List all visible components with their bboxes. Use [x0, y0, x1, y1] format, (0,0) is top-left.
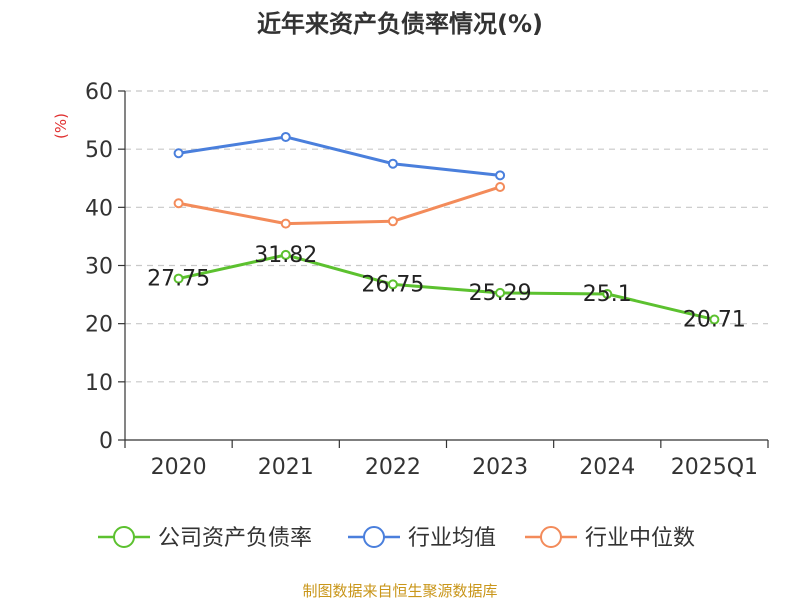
data-label-5: 20.71 [683, 308, 746, 333]
grid-lines [125, 90, 768, 383]
legend-label: 行业中位数 [585, 526, 695, 551]
legend-marker-icon [363, 526, 385, 548]
data-point-1-2[interactable] [387, 158, 398, 169]
data-point-0-2[interactable] [387, 279, 398, 290]
legend-marker-icon [540, 526, 562, 548]
data-label-2: 26.75 [361, 272, 424, 297]
data-point-0-5[interactable] [709, 314, 720, 325]
data-point-0-1[interactable] [280, 249, 291, 260]
x-tick-label-2021: 2021 [258, 455, 314, 480]
data-point-0-3[interactable] [495, 287, 506, 298]
legend[interactable]: 公司资产负债率 行业均值 行业中位数 [98, 526, 695, 551]
legend-marker-icon [113, 526, 135, 548]
data-point-0-4[interactable] [602, 289, 613, 300]
y-tick-label: 30 [85, 255, 113, 280]
series-line-0 [177, 253, 716, 322]
y-tick-label: 20 [85, 313, 113, 338]
y-tick-label: 50 [85, 138, 113, 163]
series-lines [173, 131, 720, 325]
x-tick-label-2020: 2020 [151, 455, 207, 480]
source-note: 制图数据来自恒生聚源数据库 [302, 582, 497, 600]
y-axis-unit: (%) [52, 113, 70, 139]
data-point-1-0[interactable] [173, 148, 184, 159]
y-tick-label: 60 [85, 80, 113, 105]
legend-label: 公司资产负债率 [158, 526, 312, 551]
data-label-4: 25.1 [583, 282, 632, 307]
x-tick-label-2023: 2023 [472, 455, 528, 480]
y-tick-label: 0 [99, 429, 113, 454]
y-tick-label: 40 [85, 196, 113, 221]
legend-label: 行业均值 [408, 526, 496, 551]
data-point-0-0[interactable] [173, 273, 184, 284]
series-line-2 [177, 185, 502, 226]
axes: 0 10 20 30 40 50 60 2020 2021 2022 2023 2024 2025Q1 [85, 80, 769, 480]
legend-item-1[interactable]: 行业均值 [348, 526, 496, 551]
legend-item-2[interactable]: 行业中位数 [525, 526, 695, 551]
data-point-2-2[interactable] [387, 216, 398, 227]
data-point-1-3[interactable] [495, 170, 506, 181]
x-tick-label-2022: 2022 [365, 455, 421, 480]
data-point-2-0[interactable] [173, 198, 184, 209]
chart-title: 近年来资产负债率情况(%) [257, 10, 543, 38]
x-tick-label-2025Q1: 2025Q1 [671, 455, 758, 480]
data-label-1: 31.82 [254, 243, 317, 268]
data-label-3: 25.29 [469, 281, 532, 306]
y-tick-label: 10 [85, 371, 113, 396]
data-labels: 27.75 31.82 26.75 25.29 25.1 20.71 [147, 243, 746, 333]
data-label-0: 27.75 [147, 267, 210, 292]
legend-item-0[interactable]: 公司资产负债率 [98, 526, 312, 551]
series-line-1 [177, 135, 502, 177]
data-point-1-1[interactable] [280, 131, 291, 142]
x-tick-label-2024: 2024 [579, 455, 635, 480]
data-point-2-3[interactable] [495, 181, 506, 192]
data-point-2-1[interactable] [280, 218, 291, 229]
